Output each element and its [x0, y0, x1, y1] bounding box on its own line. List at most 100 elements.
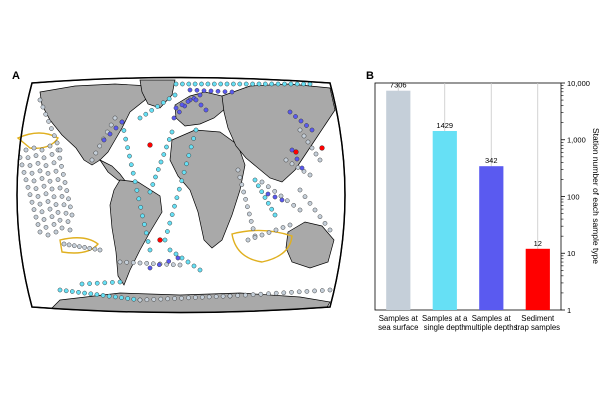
station-dot — [167, 247, 173, 253]
bar — [525, 248, 550, 310]
station-dot — [304, 289, 310, 294]
station-dot — [134, 187, 140, 193]
station-dot — [33, 186, 39, 191]
station-dot — [224, 81, 230, 87]
station-dot — [246, 211, 252, 217]
station-dot — [137, 115, 143, 121]
station-dot — [186, 81, 192, 87]
station-dot — [113, 125, 119, 131]
station-dot — [37, 201, 43, 207]
category-label: Samples at a — [422, 314, 468, 323]
station-dot — [137, 297, 143, 303]
station-dot — [43, 191, 49, 197]
station-dot — [293, 114, 298, 119]
station-dot — [153, 174, 158, 180]
station-dot — [57, 147, 63, 153]
station-dot — [211, 81, 217, 87]
station-dot — [227, 293, 233, 299]
station-dot — [307, 200, 313, 206]
station-dot — [165, 229, 170, 234]
category-label: trap samples — [515, 323, 560, 332]
station-dot — [297, 127, 303, 133]
station-dot — [100, 293, 106, 298]
station-dot — [294, 81, 300, 87]
station-dot — [47, 178, 53, 184]
y-tick-label: 10,000 — [567, 79, 590, 88]
station-dot — [123, 136, 129, 142]
category-label: sea surface — [378, 323, 418, 332]
station-dot — [71, 243, 77, 249]
station-dot — [97, 247, 103, 253]
station-dot — [35, 222, 41, 227]
station-dot — [198, 102, 204, 108]
land-masses — [39, 79, 336, 313]
station-dot — [158, 296, 164, 302]
station-dot — [269, 206, 275, 212]
station-dot — [275, 81, 281, 87]
station-dot — [138, 204, 144, 210]
station-dot — [172, 92, 178, 98]
station-dot — [155, 167, 161, 172]
station-dot — [289, 289, 294, 295]
landmass-antarctica — [39, 292, 331, 313]
station-dot — [283, 157, 289, 163]
station-dot — [192, 81, 198, 87]
station-dot — [39, 147, 45, 153]
station-dot — [143, 111, 149, 117]
landmass-south-america — [109, 179, 163, 286]
station-dot — [33, 153, 39, 158]
station-dot — [256, 81, 262, 87]
station-dot — [79, 281, 85, 287]
station-dot — [144, 260, 150, 266]
station-dot — [142, 222, 147, 227]
station-dot — [41, 183, 47, 189]
y-axis-title: Station number of each sample type — [591, 128, 600, 264]
station-dot — [181, 169, 187, 175]
bar-value-label: 7306 — [390, 81, 407, 90]
station-dot — [252, 235, 258, 240]
world-map — [16, 76, 346, 314]
station-dot — [43, 111, 49, 117]
station-dot — [27, 192, 33, 198]
region-outline — [231, 229, 293, 263]
station-dot — [185, 99, 191, 104]
station-dot — [194, 87, 200, 93]
station-dot — [245, 204, 250, 210]
station-dot — [88, 291, 94, 297]
station-dot — [172, 296, 177, 301]
station-dot — [147, 247, 153, 253]
map-border — [16, 76, 346, 314]
station-dot — [186, 153, 192, 158]
station-dot — [51, 133, 57, 139]
station-dot — [69, 212, 75, 218]
station-dot — [108, 122, 114, 128]
station-dot — [278, 193, 284, 199]
station-dot — [117, 279, 123, 285]
station-dot — [179, 178, 185, 184]
station-dot — [289, 147, 295, 153]
station-dot — [171, 115, 177, 121]
station-dot — [259, 179, 265, 185]
station-dot — [307, 81, 313, 87]
station-dot — [245, 237, 251, 243]
station-dot — [327, 227, 333, 233]
region-outlines — [16, 132, 293, 263]
station-dot — [151, 297, 157, 302]
station-dot — [23, 147, 29, 153]
station-dot — [294, 156, 300, 162]
station-dot — [269, 81, 275, 87]
station-dot — [179, 295, 184, 301]
station-dot — [175, 255, 181, 261]
station-dot — [279, 197, 285, 203]
station-dot — [67, 204, 73, 210]
station-dot — [101, 137, 107, 143]
station-dot — [272, 212, 278, 218]
y-axis: 1 10 100 1,000 10,000 — [561, 79, 590, 315]
station-dot — [35, 194, 41, 199]
station-dot — [63, 210, 69, 216]
station-dot — [29, 170, 35, 176]
bar — [479, 166, 504, 310]
station-dot — [241, 189, 247, 195]
station-dot — [57, 217, 63, 223]
